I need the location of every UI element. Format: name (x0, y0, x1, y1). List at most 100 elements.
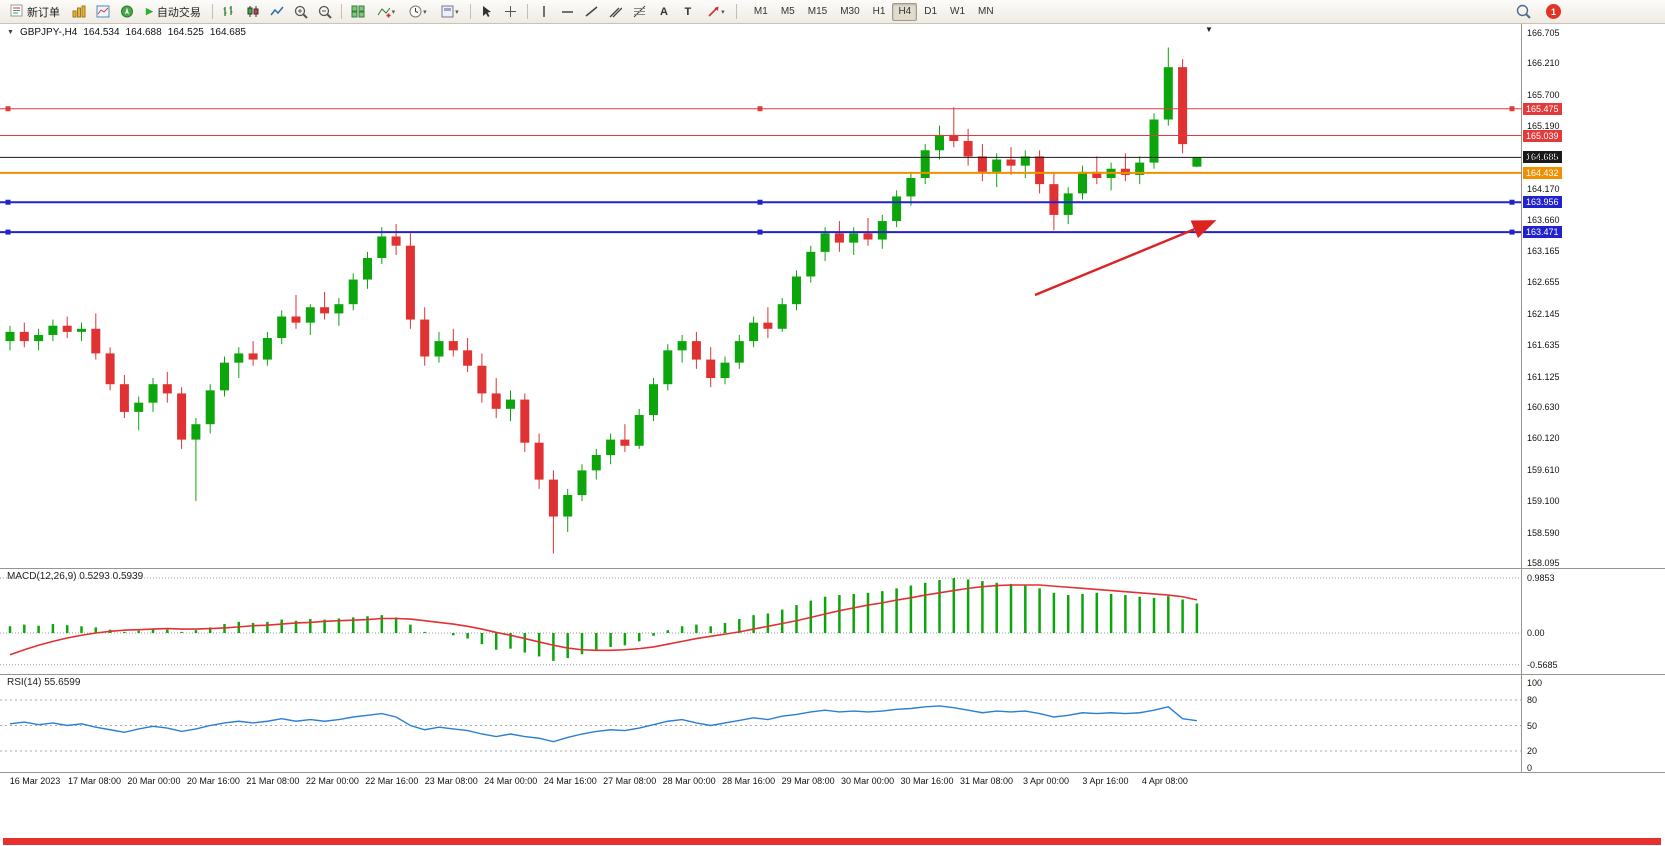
macd-plot[interactable] (0, 569, 1521, 674)
toolbar-right-group: 1 (1512, 2, 1561, 22)
notification-badge[interactable]: 1 (1546, 4, 1561, 19)
price-axis-label: 166.210 (1527, 58, 1560, 69)
horizontal-line-icon (562, 10, 574, 13)
cursor-icon (482, 6, 491, 17)
text-icon: A (659, 5, 668, 18)
toolbar-separator (469, 4, 471, 19)
price-axis-label: 164.170 (1527, 184, 1560, 195)
auto-trading-label: 自动交易 (156, 6, 201, 19)
price-badge-165.475: 165.475 (1523, 102, 1562, 115)
new-order-button[interactable]: 新订单 (4, 2, 66, 22)
price-badge-165.039: 165.039 (1523, 129, 1562, 142)
ohlc-low: 164.525 (167, 27, 204, 38)
time-axis-label: 20 Mar 16:00 (186, 776, 240, 786)
price-axis-label: 158.590 (1527, 527, 1560, 538)
timeframe-button-h4[interactable]: H4 (892, 2, 918, 21)
panel-divider-main-macd[interactable] (0, 568, 1665, 569)
chart-shift-marker[interactable]: ▼ (1205, 25, 1213, 34)
price-axis-label: 158.095 (1527, 558, 1560, 569)
timeframe-button-m30[interactable]: M30 (834, 3, 865, 21)
price-axis-label: 160.120 (1527, 433, 1560, 444)
arrows-tool-button[interactable]: ▾ (701, 2, 731, 22)
time-axis-label: 30 Mar 16:00 (900, 776, 954, 786)
line-chart-icon (270, 6, 284, 16)
clock-icon (409, 5, 422, 18)
toolbar-separator (340, 4, 342, 19)
indicators-icon (377, 7, 391, 18)
toolbar: 新订单 ▶ 自动交易 (0, 0, 1665, 24)
timeframe-toolbar: M1 M5 M15 M30 H1 H4 D1 W1 MN (748, 2, 1000, 21)
timeframe-button-w1[interactable]: W1 (944, 3, 971, 21)
indicators-button[interactable]: ▾ (371, 2, 401, 22)
price-axis-label: 161.635 (1527, 340, 1560, 351)
fibonacci-tool-button[interactable] (629, 2, 651, 22)
timeframe-button-mn[interactable]: MN (972, 3, 1000, 21)
arrow-tool-icon (708, 6, 719, 17)
market-watch-icon (72, 5, 86, 18)
crosshair-tool-button[interactable] (500, 2, 522, 22)
tile-windows-button[interactable] (347, 2, 369, 22)
price-badge-164.432: 164.432 (1523, 166, 1562, 179)
macd-label: MACD(12,26,9) 0.5293 0.5939 (7, 571, 144, 582)
rsi-label: RSI(14) 55.6599 (7, 677, 81, 688)
bottom-red-strip (3, 838, 1661, 845)
timeframe-button-h1[interactable]: H1 (867, 3, 892, 21)
time-axis-label: 21 Mar 08:00 (246, 776, 300, 786)
zoom-in-icon (294, 5, 308, 19)
timeframe-button-m5[interactable]: M5 (775, 3, 801, 21)
vertical-line-tool-button[interactable] (533, 2, 555, 22)
timeframe-button-m1[interactable]: M1 (748, 3, 774, 21)
navigator-button[interactable] (116, 2, 138, 22)
label-icon: T (684, 5, 692, 18)
auto-trading-button[interactable]: ▶ 自动交易 (140, 2, 207, 22)
text-tool-button[interactable]: A (653, 2, 675, 22)
price-chart-plot[interactable] (0, 24, 1521, 568)
macd-axis-label: -0.5685 (1527, 659, 1558, 670)
price-axis-label: 163.660 (1527, 215, 1560, 226)
bar-chart-mode-button[interactable] (218, 2, 240, 22)
timeframe-button-m15[interactable]: M15 (802, 3, 833, 21)
vertical-line-icon (543, 6, 545, 17)
timeframe-button-d1[interactable]: D1 (918, 3, 943, 21)
equidistant-channel-icon (609, 7, 623, 18)
panel-divider-macd-rsi[interactable] (0, 674, 1665, 675)
chevron-down-icon: ▾ (423, 8, 427, 16)
collapse-icon: ▼ (7, 29, 14, 36)
candlestick-mode-button[interactable] (242, 2, 264, 22)
market-watch-button[interactable] (68, 2, 90, 22)
ohlc-high: 164.688 (125, 27, 162, 38)
trendline-tool-button[interactable] (581, 2, 603, 22)
price-axis-border (1521, 24, 1522, 773)
rsi-plot[interactable] (0, 675, 1521, 772)
zoom-in-button[interactable] (290, 2, 312, 22)
time-axis-label: 28 Mar 00:00 (662, 776, 716, 786)
search-button[interactable] (1512, 2, 1534, 22)
ohlc-close: 164.685 (209, 27, 246, 38)
symbol-timeframe-label: GBPJPY-,H4 (19, 27, 78, 38)
time-axis-label: 22 Mar 00:00 (305, 776, 359, 786)
templates-button[interactable]: ▾ (435, 2, 465, 22)
price-badge-163.956: 163.956 (1523, 196, 1562, 209)
price-axis-label: 163.165 (1527, 245, 1560, 256)
time-axis-label: 24 Mar 16:00 (543, 776, 597, 786)
price-badge-164.685: 164.685 (1523, 151, 1562, 164)
time-axis-label: 24 Mar 00:00 (484, 776, 538, 786)
channel-tool-button[interactable] (605, 2, 627, 22)
cursor-tool-button[interactable] (476, 2, 498, 22)
bar-chart-icon (223, 6, 233, 16)
macd-axis-label: 0.9853 (1527, 573, 1555, 584)
horizontal-line-tool-button[interactable] (557, 2, 579, 22)
data-window-button[interactable] (92, 2, 114, 22)
time-axis-label: 20 Mar 00:00 (127, 776, 181, 786)
text-label-tool-button[interactable]: T (677, 2, 699, 22)
periods-button[interactable]: ▾ (403, 2, 433, 22)
toolbar-separator (526, 4, 528, 19)
price-axis-label: 164.685 (1527, 152, 1560, 163)
line-chart-mode-button[interactable] (266, 2, 288, 22)
new-order-label: 新订单 (27, 6, 60, 19)
toolbar-separator (211, 4, 213, 19)
rsi-axis-label: 100 (1527, 678, 1543, 688)
price-badge-163.471: 163.471 (1523, 226, 1562, 239)
zoom-out-button[interactable] (314, 2, 336, 22)
toolbar-separator (735, 4, 737, 19)
